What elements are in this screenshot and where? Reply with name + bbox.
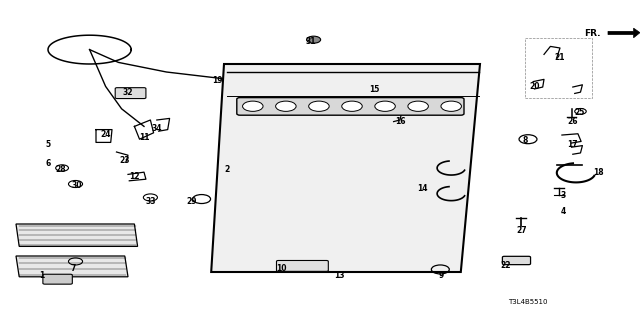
Circle shape [307,36,321,43]
Text: FR.: FR. [584,29,600,38]
Circle shape [408,101,428,111]
FancyBboxPatch shape [276,260,328,271]
Text: 21: 21 [555,53,565,62]
Text: 2: 2 [225,165,230,174]
Text: 29: 29 [187,197,197,206]
Text: 24: 24 [100,130,111,139]
Text: 26: 26 [568,117,578,126]
FancyBboxPatch shape [115,88,146,99]
Text: 25: 25 [574,108,584,116]
Text: 22: 22 [500,261,511,270]
Text: 12: 12 [129,172,140,180]
Text: 6: 6 [45,159,51,168]
Text: 3: 3 [561,191,566,200]
Text: 33: 33 [145,197,156,206]
Text: 10: 10 [276,264,287,273]
Circle shape [308,101,329,111]
Circle shape [375,101,396,111]
Text: 14: 14 [417,184,428,193]
Polygon shape [16,224,138,246]
Polygon shape [16,256,128,277]
Polygon shape [211,64,480,272]
FancyBboxPatch shape [502,256,531,265]
Text: 17: 17 [568,140,578,148]
Text: 20: 20 [529,82,540,91]
Text: 23: 23 [120,156,130,164]
Text: 13: 13 [334,271,344,280]
Circle shape [276,101,296,111]
Text: 7: 7 [71,264,76,273]
FancyBboxPatch shape [237,98,464,115]
Text: T3L4B5510: T3L4B5510 [508,300,548,305]
Circle shape [342,101,362,111]
Text: 28: 28 [56,165,66,174]
Circle shape [243,101,263,111]
Text: 16: 16 [395,117,405,126]
Text: 31: 31 [305,37,316,46]
Circle shape [441,101,461,111]
Text: 30: 30 [72,181,82,190]
Text: 8: 8 [522,136,527,145]
Text: 11: 11 [139,133,149,142]
Text: 9: 9 [439,271,444,280]
Text: 27: 27 [516,226,527,235]
FancyBboxPatch shape [43,274,72,284]
Text: 5: 5 [45,140,51,148]
Text: 15: 15 [369,85,380,94]
Text: 19: 19 [212,76,223,84]
Text: 34: 34 [152,124,162,132]
Polygon shape [608,28,640,38]
Text: 4: 4 [561,207,566,216]
Text: 18: 18 [593,168,604,177]
Text: 1: 1 [39,271,44,280]
Text: 32: 32 [123,88,133,97]
